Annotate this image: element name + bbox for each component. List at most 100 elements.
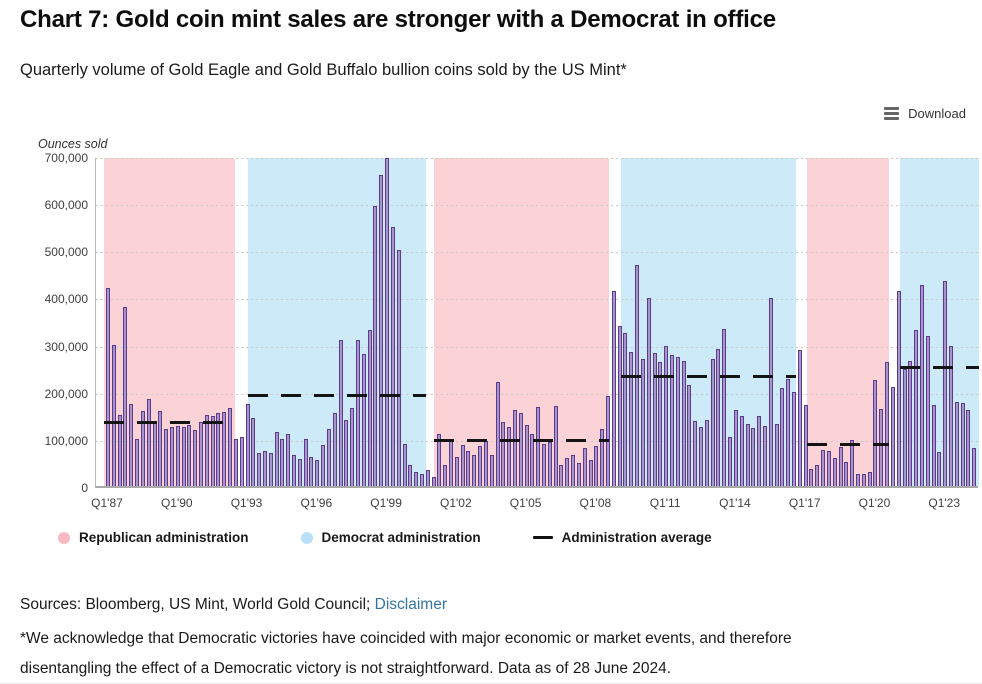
administration-average-line: [434, 439, 609, 443]
chart-subtitle: Quarterly volume of Gold Eagle and Gold …: [20, 61, 627, 79]
quarter-bar: [216, 412, 221, 486]
quarter-bar: [135, 438, 140, 486]
download-button[interactable]: Download: [884, 106, 966, 121]
quarter-bar: [373, 205, 378, 486]
quarter-bar: [530, 434, 535, 486]
quarter-bar: [611, 291, 616, 486]
quarter-bar: [896, 291, 901, 486]
quarter-bar: [175, 425, 180, 486]
quarter-bar: [466, 450, 471, 486]
quarter-bar: [454, 456, 459, 486]
quarter-bar: [623, 332, 628, 486]
quarter-bar: [164, 429, 169, 486]
x-tick-label: Q1'05: [509, 496, 542, 510]
chart-legend: Republican administration Democrat admini…: [58, 530, 712, 545]
quarter-bar: [972, 448, 977, 486]
quarter-bar: [879, 409, 884, 486]
x-tick-label: Q1'87: [91, 496, 123, 510]
quarter-bar: [303, 438, 308, 486]
gridline: [96, 252, 978, 254]
quarter-bar: [542, 444, 547, 486]
quarter-bar: [257, 453, 262, 486]
quarter-bar: [356, 339, 360, 486]
gridline: [96, 346, 978, 348]
quarter-bar: [419, 474, 424, 486]
quarter-bar: [379, 174, 384, 486]
quarter-bar: [757, 416, 762, 486]
quarter-bar: [931, 405, 936, 486]
quarter-bar: [733, 410, 738, 486]
quarter-bar: [390, 226, 395, 486]
quarter-bar: [297, 458, 302, 486]
quarter-bar: [762, 426, 767, 486]
administration-average-line: [620, 374, 796, 378]
quarter-bar: [704, 420, 709, 486]
quarter-bar: [431, 476, 436, 486]
quarter-bar: [826, 450, 831, 486]
quarter-bar: [501, 422, 506, 486]
legend-item: Administration average: [532, 530, 712, 545]
quarter-bar: [146, 398, 151, 486]
quarter-bar: [233, 438, 238, 486]
quarter-bar: [856, 473, 860, 486]
quarter-bar: [396, 250, 401, 486]
quarter-bar: [908, 361, 913, 486]
y-tick-label: 300,000: [44, 339, 88, 354]
quarter-bar: [361, 354, 366, 486]
quarter-bar: [152, 422, 157, 486]
footnote-line-1: *We acknowledge that Democratic victorie…: [20, 630, 792, 647]
quarter-bar: [640, 358, 645, 486]
quarter-bar: [460, 444, 465, 486]
quarter-bar: [844, 461, 849, 486]
quarter-bar: [338, 339, 343, 486]
administration-dot-swatch: [300, 531, 313, 544]
quarter-bar: [919, 284, 924, 486]
gridline: [96, 393, 978, 395]
quarter-bar: [745, 424, 750, 486]
x-tick-label: Q1'23: [928, 496, 961, 510]
quarter-bar: [187, 424, 192, 486]
quarter-bar: [937, 451, 942, 486]
x-axis-labels: Q1'87 Q1'90 Q1'93 Q1'96 Q1'99 Q1'02 Q1'05 Q1'08…: [91, 496, 978, 512]
quarter-bar: [815, 464, 820, 486]
quarter-bar: [646, 298, 651, 486]
quarter-bar: [669, 355, 674, 486]
footnote: *We acknowledge that Democratic victorie…: [20, 624, 792, 683]
gridline: [96, 299, 978, 301]
quarter-bar: [716, 348, 721, 486]
quarter-bar: [158, 410, 163, 486]
quarter-bar: [559, 464, 564, 486]
quarter-bar: [292, 455, 297, 486]
quarter-bar: [710, 358, 715, 486]
quarter-bar: [681, 361, 686, 486]
x-tick-label: Q1'96: [300, 496, 333, 510]
quarter-bar: [367, 330, 372, 486]
quarter-bar: [809, 468, 814, 486]
quarter-bar: [222, 411, 227, 486]
quarter-bar: [582, 448, 587, 486]
quarter-bar: [954, 402, 959, 486]
disclaimer-link[interactable]: Disclaimer: [374, 596, 447, 613]
quarter-bar: [402, 443, 407, 486]
quarter-bar: [181, 427, 186, 486]
quarter-bar: [321, 444, 326, 486]
quarter-bar: [117, 415, 122, 486]
quarter-bar: [600, 429, 605, 486]
quarter-bar: [786, 379, 791, 486]
quarter-bar: [408, 464, 413, 486]
quarter-bar: [262, 450, 267, 486]
quarter-bar: [588, 460, 593, 486]
quarter-bar: [617, 325, 622, 486]
quarter-bar: [547, 442, 552, 486]
download-label: Download: [908, 106, 966, 121]
quarter-bar: [518, 412, 523, 486]
y-tick-label: 700,000: [44, 151, 88, 165]
quarter-bar: [797, 349, 802, 486]
quarter-bar: [658, 362, 663, 486]
x-tick-label: Q1'93: [230, 496, 263, 510]
quarter-bar: [268, 453, 273, 486]
quarter-bar: [489, 455, 494, 486]
x-tick-label: Q1'17: [788, 496, 821, 510]
quarter-bar: [111, 344, 116, 486]
